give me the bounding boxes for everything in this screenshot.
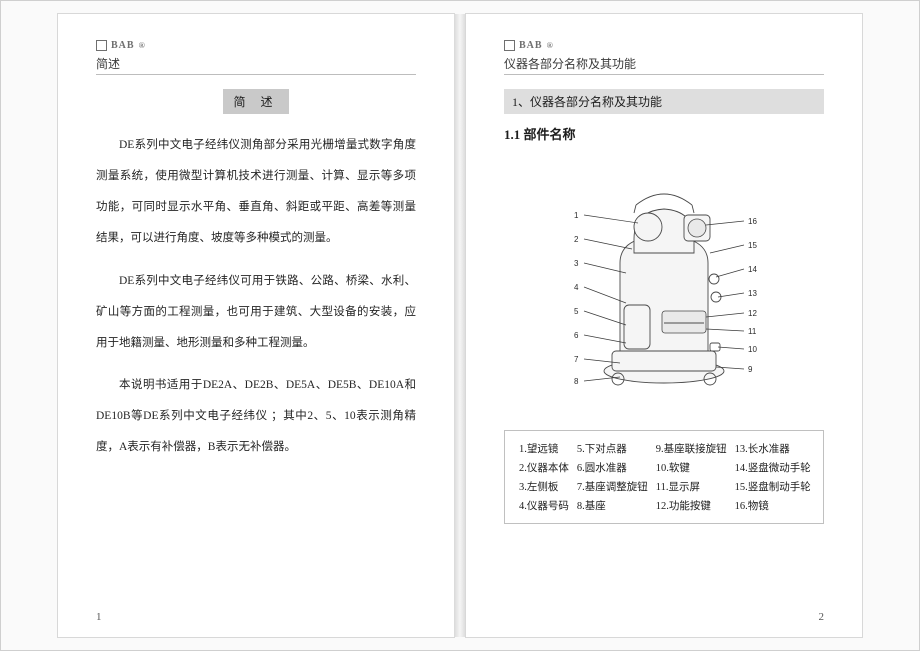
running-head-right: 仪器各部分名称及其功能 (504, 55, 824, 72)
page-number-right: 2 (819, 611, 825, 623)
svg-text:11: 11 (748, 327, 757, 336)
title-box: 简 述 (223, 89, 288, 114)
svg-text:14: 14 (748, 265, 757, 274)
subsection-heading: 1.1 部件名称 (504, 124, 824, 143)
legend-row: 1.望远镜 5.下对点器 9.基座联接旋钮 13.长水准器 (515, 439, 815, 458)
svg-text:4: 4 (574, 283, 579, 292)
svg-text:15: 15 (748, 241, 757, 250)
svg-text:2: 2 (574, 235, 579, 244)
figure-instrument: 1 2 3 4 5 6 7 8 16 15 14 13 12 11 (504, 153, 824, 418)
svg-text:12: 12 (748, 309, 757, 318)
legend-table: 1.望远镜 5.下对点器 9.基座联接旋钮 13.长水准器 2.仪器本体 6.圆… (515, 439, 815, 515)
running-head-left: 简述 (96, 55, 416, 72)
legend-box: 1.望远镜 5.下对点器 9.基座联接旋钮 13.长水准器 2.仪器本体 6.圆… (504, 430, 824, 524)
para-3: 本说明书适用于DE2A、DE2B、DE5A、DE5B、DE10A和DE10B等D… (96, 370, 416, 463)
para-2: DE系列中文电子经纬仪可用于铁路、公路、桥梁、水利、矿山等方面的工程测量，也可用… (96, 266, 416, 359)
page-number-left: 1 (96, 611, 102, 623)
svg-text:7: 7 (574, 355, 579, 364)
legend-row: 4.仪器号码 8.基座 12.功能按键 16.物镜 (515, 496, 815, 515)
svg-text:9: 9 (748, 365, 753, 374)
svg-text:3: 3 (574, 259, 579, 268)
legend-row: 3.左侧板 7.基座调整旋钮 11.显示屏 15.竖盘制动手轮 (515, 477, 815, 496)
callouts-right: 16 15 14 13 12 11 10 9 (706, 217, 757, 374)
svg-text:1: 1 (574, 211, 579, 220)
header-rule (96, 74, 416, 75)
svg-text:8: 8 (574, 377, 579, 386)
para-1: DE系列中文电子经纬仪测角部分采用光栅增量式数字角度测量系统，使用微型计算机技术… (96, 130, 416, 254)
section-title: 1、仪器各部分名称及其功能 (504, 89, 824, 114)
svg-text:13: 13 (748, 289, 757, 298)
svg-text:6: 6 (574, 331, 579, 340)
svg-text:16: 16 (748, 217, 757, 226)
header-rule (504, 74, 824, 75)
spread-gutter (454, 14, 466, 637)
legend-row: 2.仪器本体 6.圆水准器 10.软键 14.竖盘微动手轮 (515, 458, 815, 477)
instrument-svg: 1 2 3 4 5 6 7 8 16 15 14 13 12 11 (534, 153, 794, 413)
spread: BAB® 简述 简 述 DE系列中文电子经纬仪测角部分采用光栅增量式数字角度测量… (0, 0, 920, 651)
brand-mark: BAB® (96, 40, 416, 51)
svg-text:5: 5 (574, 307, 579, 316)
page-left: BAB® 简述 简 述 DE系列中文电子经纬仪测角部分采用光栅增量式数字角度测量… (58, 14, 454, 637)
title-wrap: 简 述 (96, 89, 416, 114)
brand-mark: BAB® (504, 40, 824, 51)
page-right: BAB® 仪器各部分名称及其功能 1、仪器各部分名称及其功能 1.1 部件名称 (466, 14, 862, 637)
svg-text:10: 10 (748, 345, 757, 354)
